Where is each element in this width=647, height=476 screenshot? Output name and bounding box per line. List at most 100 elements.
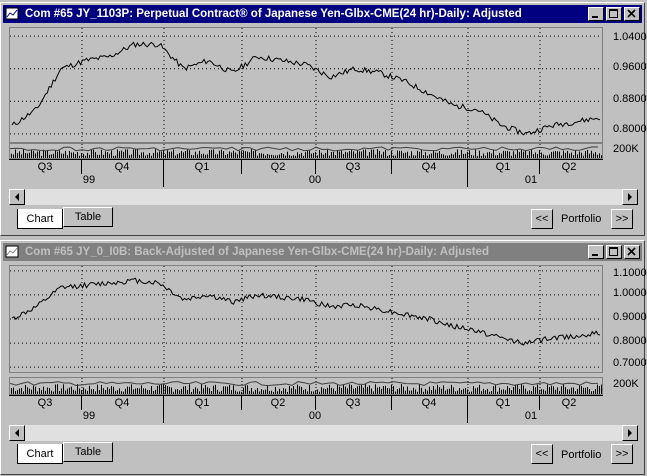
quarter-label: Q4 — [421, 397, 437, 409]
volume-bar — [85, 155, 86, 158]
price-chart[interactable] — [9, 265, 603, 373]
volume-bar — [129, 155, 130, 158]
quarter-tick — [467, 160, 468, 174]
volume-bar — [171, 151, 172, 158]
volume-bar — [363, 387, 364, 394]
volume-bar — [593, 390, 594, 394]
scroll-left-button[interactable] — [9, 425, 25, 441]
volume-bar — [291, 155, 292, 158]
close-button[interactable] — [624, 7, 640, 21]
volume-bar — [111, 385, 112, 394]
volume-bar — [471, 391, 472, 394]
volume-bar — [515, 154, 516, 158]
volume-bar — [385, 385, 386, 394]
volume-bar — [213, 385, 214, 394]
volume-bar — [325, 153, 326, 158]
window-titlebar[interactable]: Com #65 JY_1103P: Perpetual Contract® of… — [3, 5, 642, 23]
volume-bar — [47, 149, 48, 158]
volume-bar — [325, 388, 326, 394]
volume-bar — [205, 385, 206, 394]
volume-bar — [23, 391, 24, 394]
volume-bar — [563, 384, 564, 394]
volume-bar — [263, 390, 264, 394]
volume-bar — [427, 390, 428, 394]
tab-table[interactable]: Table — [63, 207, 113, 227]
volume-bar — [453, 154, 454, 158]
volume-bar — [483, 388, 484, 394]
volume-bar — [525, 149, 526, 158]
volume-bar — [401, 150, 402, 158]
minimize-button[interactable] — [588, 7, 604, 21]
volume-bar — [461, 149, 462, 158]
volume-bar — [11, 153, 12, 158]
volume-bar — [159, 151, 160, 158]
chart-window-icon[interactable] — [5, 6, 21, 22]
volume-bar — [113, 155, 114, 158]
volume-bar — [489, 391, 490, 394]
volume-bar — [415, 389, 416, 394]
next-portfolio-button[interactable]: >> — [611, 444, 633, 464]
volume-bar — [379, 386, 380, 394]
horizontal-scrollbar[interactable] — [9, 425, 638, 441]
chart-window-icon[interactable] — [5, 244, 21, 260]
volume-bar — [547, 384, 548, 394]
volume-bar — [507, 386, 508, 394]
volume-bar — [165, 385, 166, 394]
volume-bar — [379, 150, 380, 158]
horizontal-scrollbar[interactable] — [9, 189, 638, 205]
next-portfolio-button[interactable]: >> — [611, 209, 633, 229]
scroll-right-button[interactable] — [622, 189, 638, 205]
volume-bar — [57, 384, 58, 394]
volume-bar — [361, 151, 362, 158]
volume-bar — [363, 149, 364, 158]
volume-bar — [397, 150, 398, 158]
volume-bar — [285, 388, 286, 394]
volume-bar — [97, 154, 98, 158]
volume-bar — [261, 389, 262, 394]
volume-bar — [375, 154, 376, 158]
price-chart[interactable] — [9, 27, 603, 143]
volume-bar — [479, 384, 480, 394]
minimize-button[interactable] — [588, 245, 604, 259]
volume-bar — [433, 150, 434, 158]
tab-chart[interactable]: Chart — [17, 444, 63, 464]
y-tick-label: 0.8000 — [613, 335, 647, 347]
tab-table[interactable]: Table — [63, 442, 113, 462]
volume-bar — [523, 151, 524, 158]
volume-bar — [221, 390, 222, 394]
volume-bar — [341, 150, 342, 158]
volume-bar — [273, 391, 274, 394]
scroll-left-button[interactable] — [9, 189, 25, 205]
volume-bar — [141, 152, 142, 158]
scroll-right-button[interactable] — [622, 425, 638, 441]
volume-bar — [537, 154, 538, 158]
volume-bar — [195, 151, 196, 158]
volume-bar — [353, 388, 354, 394]
volume-bar — [105, 390, 106, 394]
maximize-button[interactable] — [606, 245, 622, 259]
volume-bar — [365, 149, 366, 158]
volume-bar — [137, 149, 138, 158]
volume-bar — [207, 154, 208, 158]
window-title: Com #65 JY_1103P: Perpetual Contract® of… — [25, 8, 522, 20]
volume-bar — [51, 154, 52, 158]
volume-bar — [561, 386, 562, 394]
volume-bar — [159, 385, 160, 394]
volume-bar — [593, 153, 594, 158]
volume-bar — [267, 385, 268, 394]
tab-chart[interactable]: Chart — [17, 209, 63, 229]
volume-bar — [355, 153, 356, 158]
maximize-button[interactable] — [606, 7, 622, 21]
volume-bar — [343, 384, 344, 394]
volume-bar — [175, 155, 176, 158]
volume-bar — [407, 151, 408, 158]
volume-bar — [589, 388, 590, 394]
volume-bar — [93, 389, 94, 394]
quarter-tick — [241, 160, 242, 174]
close-button[interactable] — [624, 245, 640, 259]
volume-bar — [587, 149, 588, 158]
prev-portfolio-button[interactable]: << — [531, 444, 553, 464]
prev-portfolio-button[interactable]: << — [531, 209, 553, 229]
window-titlebar[interactable]: Com #65 JY_0_I0B: Back-Adjusted of Japan… — [3, 243, 642, 261]
volume-bar — [539, 150, 540, 158]
